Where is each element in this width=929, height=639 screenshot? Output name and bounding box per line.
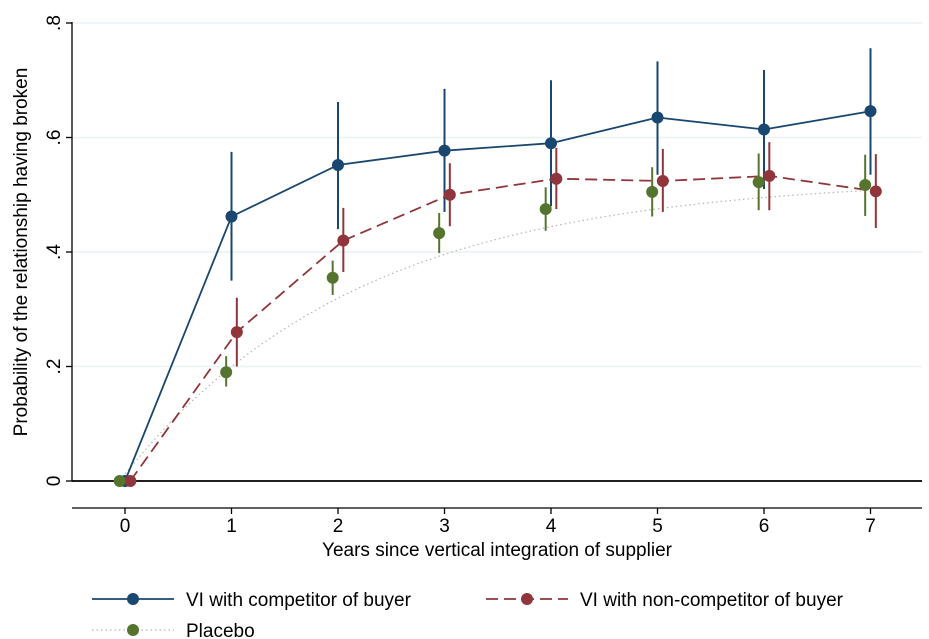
legend-label: Placebo — [186, 621, 255, 639]
y-tick-label: .2 — [44, 359, 65, 375]
data-point — [752, 176, 765, 189]
placebo-fitted-curve — [119, 190, 866, 482]
data-point — [656, 175, 669, 188]
data-point — [326, 271, 339, 284]
x-tick-label: 6 — [759, 516, 770, 537]
series-2 — [113, 153, 872, 487]
series-line — [124, 110, 871, 482]
gridlines — [72, 22, 922, 368]
data-point — [864, 105, 877, 118]
data-point — [225, 210, 238, 223]
data-point — [646, 185, 659, 198]
data-point — [539, 203, 552, 216]
data-point — [230, 326, 243, 339]
legend-item-1: VI with non-competitor of buyer — [486, 590, 844, 611]
x-tick-label: 3 — [439, 516, 450, 537]
y-tick-label: 0 — [44, 476, 65, 487]
data-point — [550, 172, 563, 185]
x-tick-label: 0 — [120, 516, 131, 537]
data-point — [859, 179, 872, 192]
data-point — [337, 234, 350, 247]
x-tick-label: 7 — [865, 516, 876, 537]
data-point — [438, 144, 451, 157]
axes: 0 .2 .4 .6 .8 0 1 2 3 4 5 6 7 — [44, 15, 922, 537]
legend: VI with competitor of buyer VI with non-c… — [92, 590, 844, 639]
legend-marker — [127, 593, 139, 605]
series-0 — [119, 48, 877, 487]
x-tick-label: 2 — [333, 516, 344, 537]
y-tick-label: .8 — [44, 15, 65, 31]
series-1 — [124, 142, 882, 487]
data-point — [763, 169, 776, 182]
data-point — [113, 475, 126, 487]
y-tick-label: .4 — [44, 244, 65, 260]
series-line — [129, 174, 876, 482]
data-point — [651, 111, 664, 124]
x-tick-label: 1 — [226, 516, 237, 537]
y-tick-label: .6 — [44, 130, 65, 146]
data-point — [220, 366, 233, 379]
plot-area — [72, 48, 922, 487]
data-point — [869, 185, 882, 198]
data-point — [433, 227, 446, 240]
x-axis-title: Years since vertical integration of supp… — [322, 540, 673, 561]
data-point — [332, 158, 344, 171]
legend-label: VI with non-competitor of buyer — [580, 590, 844, 611]
legend-marker — [127, 624, 139, 636]
data-point — [545, 137, 557, 150]
data-point — [443, 188, 456, 201]
legend-item-2: Placebo — [92, 621, 255, 639]
x-tick-label: 5 — [652, 516, 663, 537]
y-axis-title: Probability of the relationship having b… — [11, 68, 32, 437]
legend-item-0: VI with competitor of buyer — [92, 590, 412, 611]
x-tick-label: 4 — [546, 516, 557, 537]
legend-marker — [521, 593, 533, 605]
data-point — [124, 475, 137, 487]
legend-label: VI with competitor of buyer — [186, 590, 412, 611]
data-point — [758, 123, 770, 136]
